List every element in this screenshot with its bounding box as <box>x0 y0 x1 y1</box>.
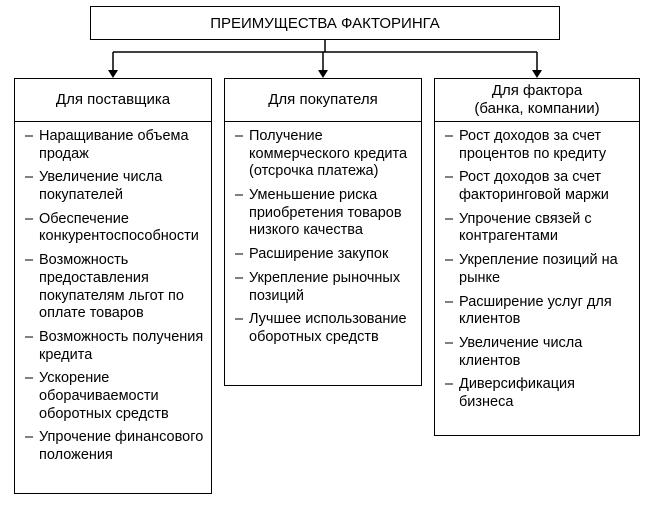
column-body-buyer: Получение коммерческого кредита (отсрочк… <box>224 122 422 386</box>
item-list: Получение коммерческого кредита (отсрочк… <box>231 128 415 347</box>
list-item: Рост доходов за счет факторинговой маржи <box>445 169 633 204</box>
list-item: Упрочение связей с контрагентами <box>445 211 633 246</box>
column-header-label: Для фактора (банка, компании) <box>474 82 599 118</box>
list-item: Рост доходов за счет процентов по кредит… <box>445 128 633 163</box>
column-body-factor: Рост доходов за счет процентов по кредит… <box>434 122 640 436</box>
tree-connectors <box>0 40 652 80</box>
root-title: ПРЕИМУЩЕСТВА ФАКТОРИНГА <box>210 15 440 32</box>
list-item: Уменьшение риска приобретения товаров ни… <box>235 187 415 240</box>
list-item: Ускорение оборачиваемости оборотных сред… <box>25 370 205 423</box>
column-header-factor: Для фактора (банка, компании) <box>434 78 640 122</box>
list-item: Возможность предоставления покупателям л… <box>25 252 205 323</box>
list-item: Укрепление позиций на рынке <box>445 252 633 287</box>
column-header-label: Для покупателя <box>268 91 377 109</box>
list-item: Возможность получения кредита <box>25 329 205 364</box>
column-header-label: Для поставщика <box>56 91 170 109</box>
list-item: Получение коммерческого кредита (отсрочк… <box>235 128 415 181</box>
column-body-supplier: Наращивание объема продаж Увеличение чис… <box>14 122 212 494</box>
column-header-supplier: Для поставщика <box>14 78 212 122</box>
column-header-buyer: Для покупателя <box>224 78 422 122</box>
list-item: Расширение услуг для клиентов <box>445 294 633 329</box>
list-item: Расширение закупок <box>235 246 415 264</box>
item-list: Наращивание объема продаж Увеличение чис… <box>21 128 205 465</box>
list-item: Лучшее использование оборотных средств <box>235 311 415 346</box>
connector-lines <box>0 40 652 78</box>
list-item: Упрочение финансового положения <box>25 429 205 464</box>
list-item: Увеличение числа покупателей <box>25 169 205 204</box>
list-item: Обеспечение конкурентоспособности <box>25 211 205 246</box>
list-item: Диверсификация бизнеса <box>445 376 633 411</box>
list-item: Увеличение числа клиентов <box>445 335 633 370</box>
item-list: Рост доходов за счет процентов по кредит… <box>441 128 633 412</box>
root-title-box: ПРЕИМУЩЕСТВА ФАКТОРИНГА <box>90 6 560 40</box>
list-item: Наращивание объема продаж <box>25 128 205 163</box>
list-item: Укрепление рыночных позиций <box>235 270 415 305</box>
